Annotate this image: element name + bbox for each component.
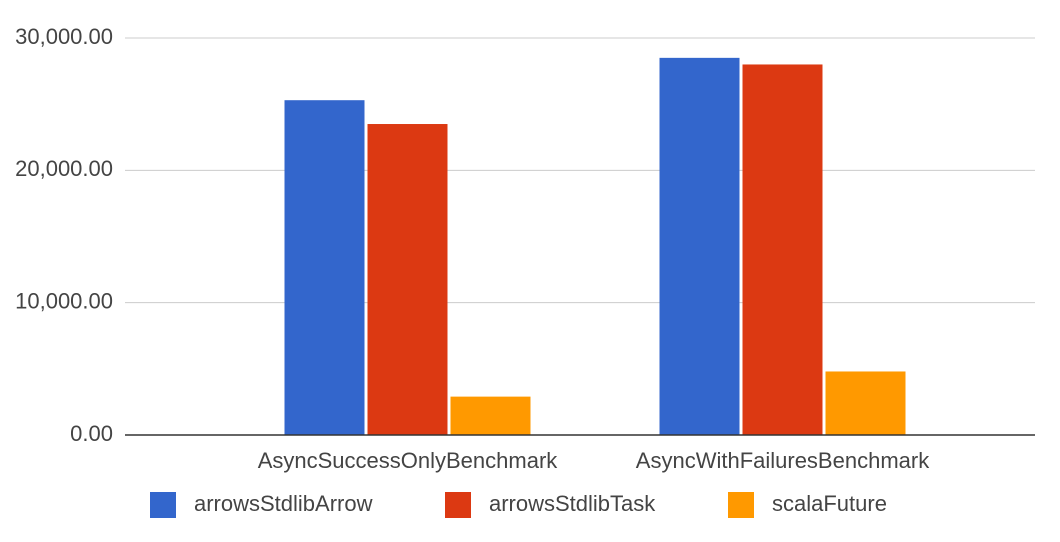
legend-label: arrowsStdlibArrow: [194, 491, 373, 516]
legend-swatch: [445, 492, 471, 518]
bar: [284, 100, 365, 436]
bar: [825, 371, 906, 435]
y-tick-label: 30,000.00: [15, 24, 113, 49]
y-tick-label: 0.00: [70, 421, 113, 446]
x-tick-label: AsyncWithFailuresBenchmark: [636, 448, 930, 473]
bar: [659, 57, 740, 435]
y-tick-label: 20,000.00: [15, 156, 113, 181]
legend-swatch: [728, 492, 754, 518]
bar: [450, 396, 531, 435]
legend-label: arrowsStdlibTask: [489, 491, 656, 516]
bar: [742, 64, 823, 435]
bar: [367, 124, 448, 436]
legend-label: scalaFuture: [772, 491, 887, 516]
x-tick-label: AsyncSuccessOnlyBenchmark: [258, 448, 559, 473]
y-tick-label: 10,000.00: [15, 288, 113, 313]
legend-swatch: [150, 492, 176, 518]
